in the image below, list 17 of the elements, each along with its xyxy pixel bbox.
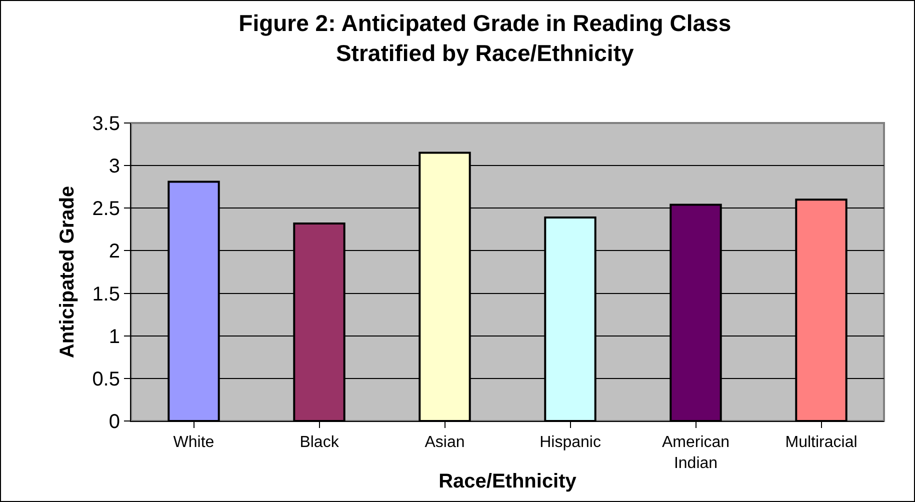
y-tick-label: 1.5 (92, 283, 120, 306)
x-tick-label: Black (300, 434, 340, 452)
y-tick-label: 2.5 (92, 198, 120, 220)
x-axis-title: Race/Ethnicity (438, 470, 578, 492)
y-tick-label: 0.5 (92, 368, 120, 390)
y-axis-title: Anticipated Grade (56, 186, 79, 358)
y-tick-label: 2 (108, 240, 120, 263)
y-tick-label: 3.5 (92, 113, 120, 135)
chart-title: Figure 2: Anticipated Grade in Reading Class Stratified by Race/Ethnicity (238, 10, 732, 66)
x-tick-label: White (173, 434, 214, 452)
x-tick-label: Hispanic (540, 434, 601, 452)
y-tick-label: 0 (108, 411, 120, 433)
y-tick-label: 3 (108, 156, 120, 178)
y-tick-label: 1 (108, 326, 120, 348)
x-tick-label: Asian (424, 434, 465, 452)
x-tick-label: Multiracial (785, 434, 858, 452)
x-tick-label: American Indian (662, 434, 730, 472)
